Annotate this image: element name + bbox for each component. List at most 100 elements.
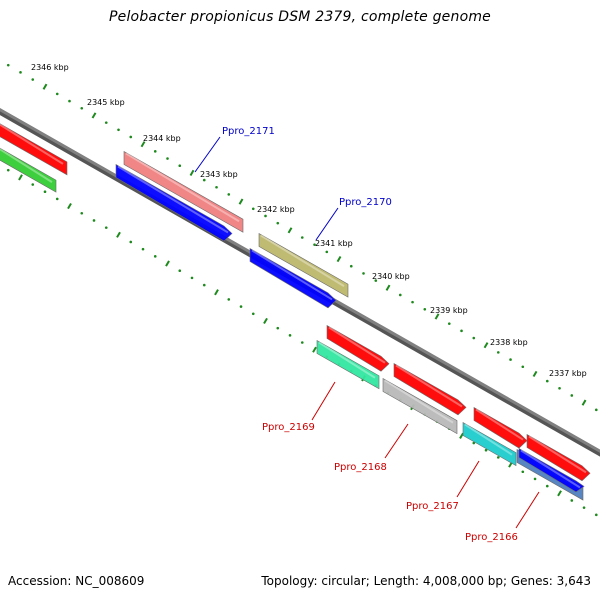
tick-dot bbox=[129, 135, 133, 139]
feature-red-4-body bbox=[473, 406, 528, 449]
tick-mark bbox=[336, 255, 342, 263]
feature-red-2-body bbox=[326, 324, 390, 372]
feature-red-2 bbox=[326, 324, 390, 372]
feature-mint bbox=[316, 339, 380, 390]
tick-dot bbox=[6, 168, 10, 172]
tick-label-2346-kbp: 2346 kbp bbox=[31, 63, 69, 72]
tick-mark bbox=[67, 202, 72, 210]
tick-dot bbox=[92, 219, 96, 222]
tick-dot bbox=[227, 193, 231, 196]
tick-dot bbox=[570, 499, 574, 502]
tick-dot bbox=[509, 358, 512, 361]
feature-pink-highlight bbox=[125, 152, 240, 223]
feature-red-left-1-highlight bbox=[0, 123, 64, 165]
leader-line-Ppro_2168 bbox=[384, 423, 409, 459]
tick-mark bbox=[483, 342, 489, 349]
tick-mark bbox=[165, 260, 170, 267]
tick-mark bbox=[91, 112, 97, 119]
tick-marks-outer bbox=[6, 63, 598, 412]
tick-dot bbox=[239, 305, 243, 308]
feature-mint-highlight bbox=[318, 341, 376, 379]
gene-label-Ppro_2171: Ppro_2171 bbox=[222, 126, 275, 137]
gene-label-Ppro_2170: Ppro_2170 bbox=[339, 197, 392, 208]
feature-red-3-highlight bbox=[395, 364, 463, 408]
tick-dot bbox=[398, 293, 402, 297]
tick-dot bbox=[31, 78, 35, 81]
feature-green-left-highlight bbox=[0, 148, 53, 183]
tick-dot bbox=[594, 513, 598, 517]
tick-dot bbox=[362, 272, 365, 275]
tick-dot bbox=[68, 99, 71, 103]
feature-red-3 bbox=[393, 362, 467, 416]
tick-dot bbox=[80, 211, 84, 215]
tick-dot bbox=[484, 448, 488, 452]
tick-mark bbox=[434, 313, 440, 320]
tick-dot bbox=[264, 214, 267, 218]
leader-line-Ppro_2167 bbox=[456, 460, 480, 498]
feature-green-left bbox=[0, 147, 57, 193]
feature-blue-3-body bbox=[518, 447, 585, 493]
tick-dot bbox=[117, 128, 120, 132]
tick-dot bbox=[545, 379, 549, 383]
tick-dot bbox=[582, 506, 586, 509]
feature-olive-body bbox=[258, 232, 349, 298]
tick-dot bbox=[202, 178, 206, 182]
leader-line-Ppro_2171 bbox=[194, 136, 221, 173]
tick-dot bbox=[374, 279, 378, 282]
tick-mark bbox=[532, 370, 538, 378]
feature-olive bbox=[258, 232, 349, 298]
tick-dot bbox=[496, 351, 500, 354]
tick-dot bbox=[545, 484, 549, 488]
leader-line-Ppro_2166 bbox=[515, 491, 540, 529]
accession-text: Accession: NC_008609 bbox=[8, 574, 145, 588]
feature-red-5-highlight bbox=[528, 435, 587, 474]
tick-mark bbox=[42, 83, 48, 90]
feature-gray-body bbox=[382, 377, 458, 435]
gene-label-Ppro_2169: Ppro_2169 bbox=[262, 422, 315, 433]
tick-dot bbox=[6, 63, 10, 67]
tick-dot bbox=[594, 408, 598, 412]
feature-red-4-highlight bbox=[475, 408, 524, 441]
tick-label-2343-kbp: 2343 kbp bbox=[200, 170, 238, 179]
feature-gray-highlight bbox=[384, 379, 454, 424]
tick-label-2342-kbp: 2342 kbp bbox=[257, 205, 295, 214]
tick-dot bbox=[300, 341, 304, 344]
tick-dot bbox=[276, 326, 280, 330]
feature-blue-2 bbox=[249, 247, 337, 309]
map-title: Pelobacter propionicus DSM 2379, complet… bbox=[109, 9, 491, 25]
tick-label-2345-kbp: 2345 kbp bbox=[87, 98, 125, 107]
feature-cyan-body bbox=[462, 421, 517, 467]
tick-dot bbox=[325, 250, 329, 254]
tick-dot bbox=[521, 365, 525, 369]
gene-label-Ppro_2166: Ppro_2166 bbox=[465, 532, 518, 543]
tick-mark bbox=[189, 169, 195, 176]
feature-red-5-body bbox=[526, 433, 591, 482]
tick-mark bbox=[214, 289, 219, 296]
tick-dot bbox=[496, 456, 500, 459]
gene-label-Ppro_2167: Ppro_2167 bbox=[406, 501, 459, 512]
tick-dot bbox=[288, 334, 292, 337]
tick-dot bbox=[227, 298, 231, 301]
tick-dot bbox=[313, 243, 316, 246]
tick-mark bbox=[312, 346, 317, 353]
tick-dot bbox=[31, 183, 35, 186]
tick-dot bbox=[276, 221, 280, 225]
feature-red-left-1 bbox=[0, 123, 68, 176]
tick-label-2341-kbp: 2341 kbp bbox=[315, 239, 353, 248]
tick-dot bbox=[104, 121, 108, 124]
feature-red-5 bbox=[526, 433, 591, 482]
tick-mark bbox=[459, 432, 464, 439]
feature-red-4 bbox=[473, 406, 528, 449]
tick-dot bbox=[141, 247, 145, 251]
tick-dot bbox=[558, 386, 561, 390]
tick-mark bbox=[263, 317, 268, 325]
tick-dot bbox=[472, 336, 476, 340]
tick-dot bbox=[447, 322, 451, 325]
feature-blue-2-highlight bbox=[251, 249, 333, 301]
tick-dot bbox=[460, 329, 463, 333]
feature-pink-body bbox=[123, 150, 244, 233]
feature-blue-3-highlight bbox=[520, 449, 581, 489]
tick-dot bbox=[215, 185, 218, 189]
tick-dot bbox=[251, 312, 255, 316]
